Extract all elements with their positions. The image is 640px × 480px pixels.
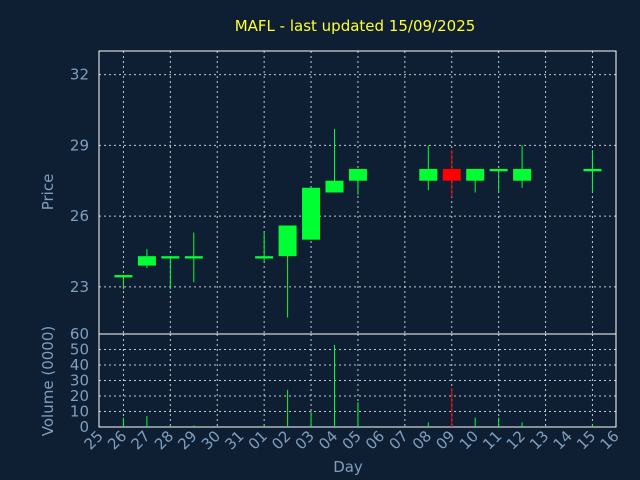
volume-tick-label: 20	[70, 387, 89, 405]
candle-body	[114, 275, 133, 278]
x-tick-label: 06	[362, 427, 388, 453]
volume-tick-label: 50	[70, 341, 89, 359]
x-tick-label: 16	[596, 427, 622, 453]
volume-tick-label: 30	[70, 372, 89, 390]
volume-grid	[99, 334, 616, 427]
x-tick-label: 13	[526, 427, 552, 453]
price-tick-label: 32	[70, 66, 89, 84]
price-tick-label: 26	[70, 207, 89, 225]
candle-body	[255, 256, 274, 259]
x-tick-label: 05	[339, 427, 365, 453]
x-tick-label: 15	[573, 427, 599, 453]
candle-body	[466, 168, 485, 181]
candle-body	[489, 168, 508, 172]
candle-body	[325, 180, 344, 193]
x-tick-label: 28	[151, 427, 177, 453]
volume-tick-label: 60	[70, 325, 89, 343]
x-tick-label: 03	[292, 427, 318, 453]
x-axis-label: Day	[333, 458, 363, 476]
x-tick-label: 26	[104, 427, 130, 453]
price-axis-label: Price	[39, 174, 57, 211]
x-tick-label: 27	[127, 427, 153, 453]
candles	[114, 128, 602, 318]
x-tick-label: 14	[550, 427, 576, 453]
x-axis-ticks: 2526272829303101020304050607080910111213…	[81, 427, 623, 453]
candle-body	[442, 168, 461, 181]
price-tick-label: 29	[70, 136, 89, 154]
volume-tick-label: 40	[70, 356, 89, 374]
volume-axis-label: Volume (0000)	[39, 326, 57, 436]
candle-body	[184, 256, 203, 259]
x-tick-label: 04	[315, 427, 341, 453]
volume-tick-label: 0	[79, 418, 89, 436]
x-tick-label: 12	[503, 427, 529, 453]
candle-body	[348, 168, 367, 181]
candle-body	[161, 256, 180, 259]
candle-body	[419, 168, 438, 181]
candle-body	[278, 225, 297, 257]
candle-body	[137, 256, 156, 266]
candle-body	[302, 187, 321, 240]
x-tick-label: 07	[385, 427, 411, 453]
chart-title: MAFL - last updated 15/09/2025	[235, 17, 476, 35]
x-tick-label: 31	[221, 427, 247, 453]
candle-body	[583, 168, 602, 172]
x-tick-label: 10	[456, 427, 482, 453]
volume-tick-label: 10	[70, 403, 89, 421]
x-tick-label: 29	[174, 427, 200, 453]
x-tick-label: 11	[479, 427, 505, 453]
x-tick-label: 02	[268, 427, 294, 453]
price-y-ticks: 23 26 29 32	[70, 66, 89, 296]
price-tick-label: 23	[70, 278, 89, 296]
x-tick-label: 09	[432, 427, 458, 453]
x-tick-label: 08	[409, 427, 435, 453]
volume-bars	[122, 344, 593, 427]
candle-body	[513, 168, 532, 181]
x-tick-label: 30	[198, 427, 224, 453]
x-tick-label: 01	[245, 427, 271, 453]
